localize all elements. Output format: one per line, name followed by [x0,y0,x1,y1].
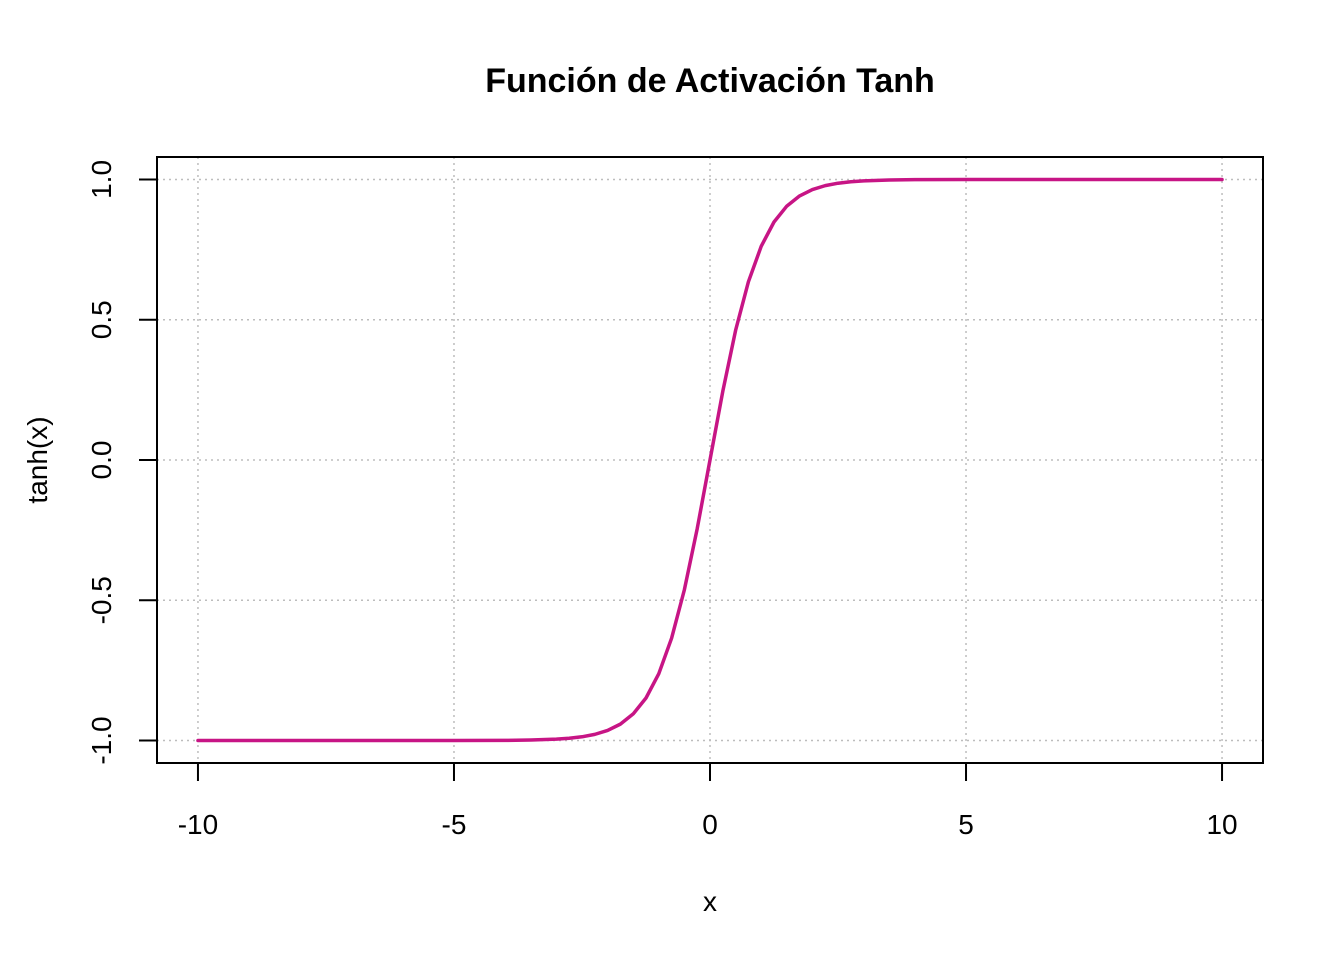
y-tick-label: 1.0 [86,160,117,199]
series-layer [196,177,1224,743]
x-tick-label: 0 [702,809,718,840]
y-axis-label: tanh(x) [22,416,53,503]
tanh-series-line [196,177,1224,743]
y-tick-label: -1.0 [86,716,117,764]
x-tick-label: 10 [1206,809,1237,840]
x-tick-label: 5 [958,809,974,840]
y-tick-label: 0.0 [86,441,117,480]
x-tick-label: -5 [442,809,467,840]
x-axis-label: x [703,886,717,917]
y-tick-label: -0.5 [86,576,117,624]
y-axis: -1.0 -0.5 0.0 0.5 1.0 [86,160,157,765]
x-axis: -10 -5 0 5 10 [178,763,1238,840]
y-tick-label: 0.5 [86,300,117,339]
chart-title: Función de Activación Tanh [485,62,935,100]
x-tick-label: -10 [178,809,218,840]
